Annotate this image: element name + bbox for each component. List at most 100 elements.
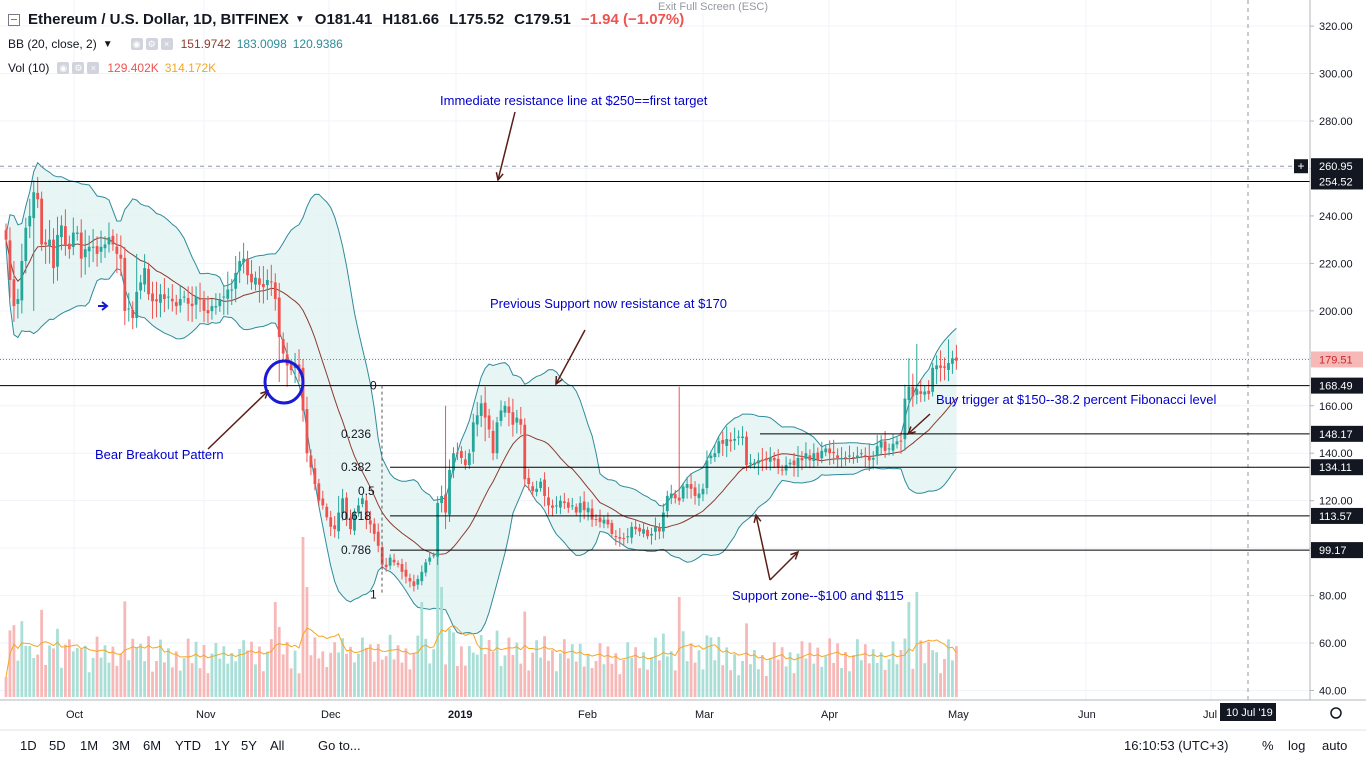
close-icon[interactable]: × [87,62,100,74]
candle-body [289,364,293,371]
timeframe-all[interactable]: All [270,738,285,753]
volume-bar [824,656,828,697]
candle-body [622,537,626,539]
candle-body [24,227,28,262]
goto-button[interactable]: Go to... [318,738,361,753]
price-tick-label: 120.00 [1319,496,1353,508]
volume-bar [899,650,903,697]
bb-label[interactable]: BB (20, close, 2) [8,37,97,51]
volume-bar [111,646,115,697]
price-label: 254.52 [1319,176,1353,188]
price-tick-label: 60.00 [1319,638,1347,650]
volume-bar [519,663,523,697]
volume-bar [56,628,59,697]
horizontal-levels [0,0,1310,700]
timeframe-1y[interactable]: 1Y [214,738,230,753]
candle-body [234,272,238,289]
candle-body [210,306,214,312]
volume-bar [951,660,954,697]
volume-bar [361,637,364,697]
chevron-down-icon[interactable]: ▼ [294,14,305,25]
volume-bar [503,655,507,697]
fib-label: 0 [370,379,377,393]
timeframe-1m[interactable]: 1M [80,738,99,753]
volume-bar [289,668,293,697]
eye-icon[interactable]: ◉ [130,38,143,50]
volume-bar [867,663,871,697]
volume-bar [725,647,729,697]
candle-body [606,519,610,525]
candle-body [856,455,859,458]
candle-body [467,453,471,466]
timeframe-6m[interactable]: 6M [143,738,162,753]
symbol-title[interactable]: Ethereum / U.S. Dollar, 1D, BITFINEX [28,11,289,28]
volume-bar [717,637,721,697]
candle-body [590,508,594,520]
volume-bar [788,652,792,697]
candle-body [412,581,416,587]
annotation-arrow [555,329,586,385]
volume-bar [368,644,372,697]
candle-body [463,459,467,466]
eye-icon[interactable]: ◉ [57,62,70,74]
timeframe-ytd[interactable]: YTD [175,738,201,753]
candle-body [816,452,820,461]
candle-body [333,525,337,530]
gear-icon[interactable]: ⚙ [72,62,85,74]
bb-lower-line [5,244,957,635]
candle-body [871,457,875,460]
timeframe-1d[interactable]: 1D [20,738,37,753]
exit-fullscreen-hint[interactable]: Exit Full Screen (ESC) [610,1,816,14]
volume-bar [689,643,693,697]
candle-body [875,446,879,456]
volume-bar [60,667,63,697]
vol-label[interactable]: Vol (10) [8,61,50,75]
candle-body [178,298,182,306]
time-label: Feb [578,709,597,721]
gear-icon[interactable]: ⚙ [145,38,158,50]
auto-toggle[interactable]: auto [1322,738,1348,753]
volume-bar [562,639,566,697]
price-tick-label: 200.00 [1319,306,1353,318]
time-label: Nov [196,709,216,721]
volume-bar [610,663,614,697]
volume-bar [44,665,47,697]
annotation-arrow [207,390,269,450]
volume-bar [879,652,883,697]
timeframe-3m[interactable]: 3M [112,738,131,753]
bb-legend: BB (20, close, 2) ▼ ◉ ⚙ × 151.9742 183.0… [8,37,349,51]
close-icon[interactable]: × [160,38,173,50]
log-toggle[interactable]: log [1288,738,1306,753]
volume-bar [234,661,238,697]
percent-toggle[interactable]: % [1262,738,1274,753]
time-label: Jun [1078,709,1096,721]
candle-body [36,192,40,200]
volume-bar [828,638,832,697]
fib-label: 0.786 [341,543,371,557]
candle-body [507,406,511,413]
volume-bar [202,645,206,697]
volume-bar [262,671,265,697]
timeframe-5y[interactable]: 5Y [241,738,257,753]
volume-bar [911,668,915,697]
collapse-icon[interactable] [8,13,20,26]
volume-bar [543,636,546,697]
candle-body [768,457,772,462]
candle-body [198,298,202,300]
timeframe-5d[interactable]: 5D [49,738,66,753]
price-label: 134.11 [1319,462,1352,474]
time-label: May [948,709,969,721]
candle-body [733,438,737,441]
candle-body [238,261,242,271]
settings-icon [1330,707,1342,719]
volume-bar [364,647,368,697]
volume-bar [673,670,677,697]
candle-body [685,484,689,488]
chevron-down-icon[interactable]: ▼ [102,38,113,50]
price-tick-label: 80.00 [1319,591,1347,603]
volume-bar [844,652,847,697]
volume-bar [186,638,190,697]
candle-body [321,498,325,506]
